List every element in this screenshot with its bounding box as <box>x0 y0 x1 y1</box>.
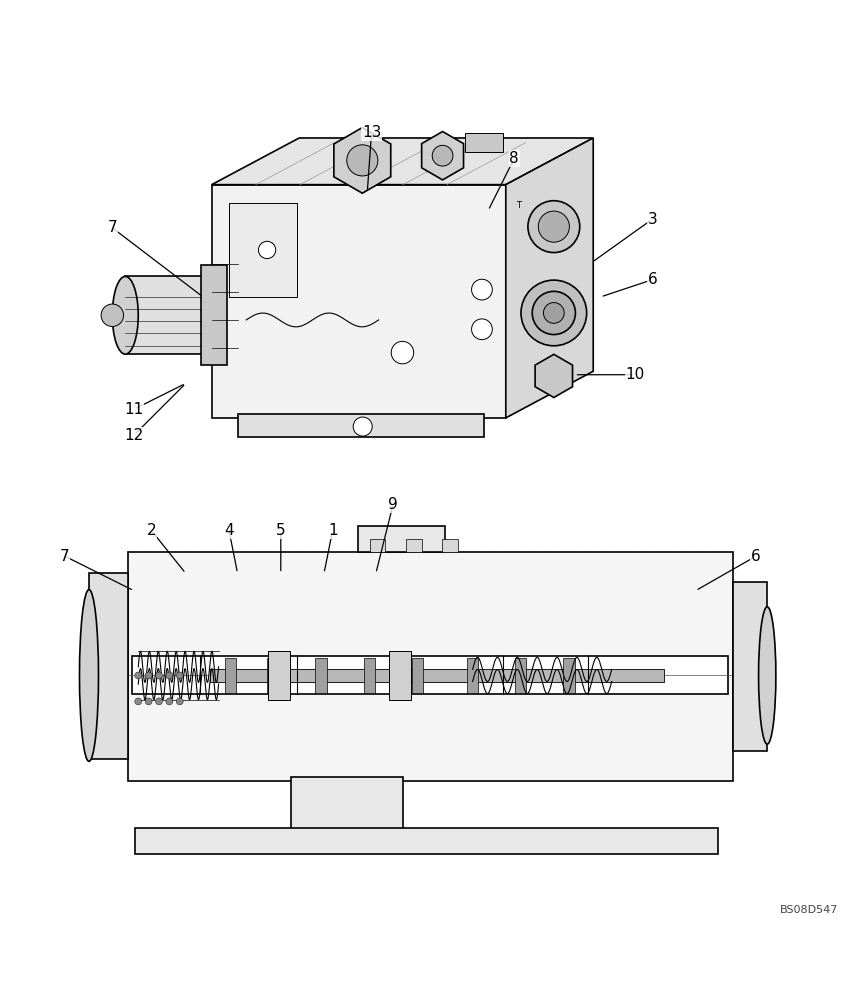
Bar <box>268 651 290 700</box>
Circle shape <box>156 672 162 679</box>
Bar <box>238 414 484 437</box>
Bar <box>467 658 478 693</box>
Bar <box>225 658 236 693</box>
Text: 5: 5 <box>276 523 286 538</box>
Text: 10: 10 <box>626 367 645 382</box>
Text: 4: 4 <box>224 523 234 538</box>
Circle shape <box>145 698 152 705</box>
Text: 11: 11 <box>124 402 143 417</box>
Circle shape <box>432 145 453 166</box>
Circle shape <box>353 417 372 436</box>
Circle shape <box>101 304 124 327</box>
Circle shape <box>258 241 276 259</box>
Bar <box>515 658 526 693</box>
Bar <box>364 658 375 693</box>
Polygon shape <box>505 138 594 418</box>
Bar <box>563 658 575 693</box>
Bar <box>315 658 327 693</box>
Text: 7: 7 <box>107 220 118 235</box>
Polygon shape <box>422 132 464 180</box>
Text: 1: 1 <box>327 523 338 538</box>
Circle shape <box>166 698 173 705</box>
Circle shape <box>166 672 173 679</box>
Text: 2: 2 <box>146 523 156 538</box>
Ellipse shape <box>112 276 138 354</box>
Circle shape <box>176 672 183 679</box>
Bar <box>128 552 733 781</box>
Circle shape <box>472 319 492 340</box>
Circle shape <box>521 280 587 346</box>
Bar <box>465 133 504 152</box>
Bar <box>412 658 423 693</box>
Circle shape <box>538 211 569 242</box>
Circle shape <box>156 698 162 705</box>
Circle shape <box>135 672 142 679</box>
Polygon shape <box>212 185 505 418</box>
Text: BS08D547: BS08D547 <box>779 905 838 915</box>
Bar <box>135 828 718 854</box>
Polygon shape <box>535 354 573 398</box>
Bar <box>210 669 664 682</box>
Text: 6: 6 <box>751 549 761 564</box>
Bar <box>358 526 445 552</box>
Circle shape <box>176 698 183 705</box>
Circle shape <box>528 201 580 253</box>
Circle shape <box>532 291 575 335</box>
Text: 8: 8 <box>509 151 519 166</box>
Circle shape <box>346 145 378 176</box>
Bar <box>733 582 767 751</box>
Bar <box>370 539 385 552</box>
Circle shape <box>145 672 152 679</box>
Circle shape <box>391 341 414 364</box>
Bar <box>389 651 411 700</box>
Circle shape <box>472 279 492 300</box>
Bar <box>132 656 728 694</box>
Text: T: T <box>517 201 521 210</box>
Text: 3: 3 <box>647 212 658 227</box>
Bar <box>267 658 278 693</box>
Ellipse shape <box>79 590 98 761</box>
Text: 6: 6 <box>647 272 658 287</box>
Polygon shape <box>334 128 391 193</box>
Circle shape <box>135 698 142 705</box>
Polygon shape <box>125 276 212 354</box>
Circle shape <box>543 303 564 323</box>
Text: 9: 9 <box>388 497 398 512</box>
Ellipse shape <box>759 607 776 744</box>
Polygon shape <box>201 265 227 365</box>
Text: 12: 12 <box>124 428 143 443</box>
Bar <box>442 539 458 552</box>
Bar <box>291 777 403 831</box>
Text: 7: 7 <box>60 549 70 564</box>
Polygon shape <box>89 573 128 759</box>
Bar <box>229 203 296 297</box>
Bar <box>406 539 422 552</box>
Polygon shape <box>212 138 594 185</box>
Text: 13: 13 <box>362 125 381 140</box>
